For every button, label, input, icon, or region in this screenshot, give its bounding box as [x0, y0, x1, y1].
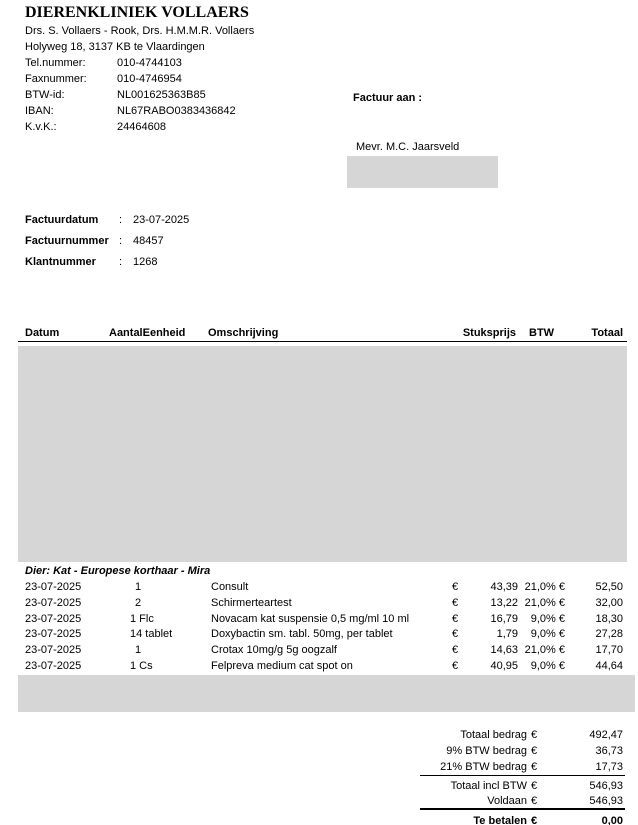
- info-value: 010-4746954: [117, 73, 182, 85]
- invoice-label: Klantnummer: [25, 256, 96, 268]
- row-date: 23-07-2025: [25, 581, 82, 593]
- total-value: 492,47: [589, 729, 623, 741]
- invoice-value: 48457: [133, 235, 164, 247]
- redacted-footer: [18, 675, 635, 712]
- row-currency: €: [452, 644, 459, 657]
- row-price: 1,79: [496, 628, 518, 641]
- row-qty: 14 tablet: [130, 628, 173, 641]
- recipient-heading: Factuur aan :: [353, 92, 423, 104]
- col-btw: BTW: [529, 327, 555, 339]
- total-label: 21% BTW bedrag: [440, 761, 527, 773]
- total-currency: €: [531, 729, 538, 741]
- total-currency: €: [531, 761, 538, 773]
- row-desc: Consult: [211, 581, 249, 593]
- row-date: 23-07-2025: [25, 628, 82, 641]
- total-value: 0,00: [601, 815, 623, 825]
- row-btw: 21,0% €: [524, 644, 565, 657]
- info-label: Faxnummer:: [25, 73, 87, 85]
- total-label: Totaal bedrag: [460, 729, 527, 741]
- info-label: Tel.nummer:: [25, 57, 86, 69]
- col-desc: Omschrijving: [208, 327, 279, 339]
- info-label: K.v.K.:: [25, 121, 57, 133]
- row-total: 44,64: [595, 660, 623, 672]
- total-currency: €: [531, 745, 538, 757]
- row-price: 13,22: [490, 596, 518, 609]
- row-desc: Felpreva medium cat spot on: [211, 660, 353, 672]
- row-total: 52,50: [595, 581, 623, 593]
- redacted-address: [347, 156, 498, 188]
- row-btw: 21,0% €: [524, 581, 565, 593]
- row-date: 23-07-2025: [25, 660, 82, 672]
- total-divider: [420, 808, 625, 810]
- clinic-address: Holyweg 18, 3137 KB te Vlaardingen: [25, 41, 205, 53]
- row-btw: 21,0% €: [524, 596, 565, 609]
- col-date: Datum: [25, 327, 60, 339]
- total-label: 9% BTW bedrag: [446, 745, 527, 757]
- col-price: Stuksprijs: [462, 327, 516, 339]
- row-date: 23-07-2025: [25, 644, 82, 657]
- row-currency: €: [452, 628, 459, 641]
- row-qty: 1: [135, 644, 142, 657]
- row-total: 18,30: [595, 612, 623, 625]
- info-label: IBAN:: [25, 105, 54, 117]
- total-value: 546,93: [589, 795, 623, 807]
- row-currency: €: [452, 612, 459, 625]
- header-divider: [18, 341, 627, 342]
- row-qty: 2: [135, 596, 142, 609]
- row-price: 14,63: [490, 644, 518, 657]
- colon: :: [119, 214, 123, 226]
- col-total: Totaal: [591, 327, 623, 339]
- row-date: 23-07-2025: [25, 612, 82, 625]
- row-desc: Doxybactin sm. tabl. 50mg, per tablet: [211, 628, 393, 641]
- subtotal-divider: [420, 775, 625, 776]
- total-label: Voldaan: [487, 795, 527, 807]
- recipient-name: Mevr. M.C. Jaarsveld: [356, 141, 460, 153]
- col-qty: AantalEenheid: [109, 327, 186, 339]
- total-label: Totaal incl BTW: [450, 780, 527, 792]
- redacted-lines: [18, 346, 627, 562]
- info-label: BTW-id:: [25, 89, 65, 101]
- row-desc: Novacam kat suspensie 0,5 mg/ml 10 ml: [211, 612, 410, 625]
- row-qty: 1: [135, 581, 142, 593]
- total-value: 17,73: [595, 761, 623, 773]
- row-desc: Schirmerteartest: [211, 596, 292, 609]
- info-value: NL001625363B85: [117, 89, 206, 101]
- clinic-name: DIERENKLINIEK VOLLAERS: [25, 4, 249, 21]
- total-currency: €: [531, 815, 538, 825]
- invoice-value: 1268: [133, 256, 158, 268]
- row-currency: €: [452, 596, 459, 609]
- clinic-doctors: Drs. S. Vollaers - Rook, Drs. H.M.M.R. V…: [25, 25, 255, 37]
- row-price: 16,79: [490, 612, 518, 625]
- total-currency: €: [531, 795, 538, 807]
- row-date: 23-07-2025: [25, 596, 82, 609]
- row-desc: Crotax 10mg/g 5g oogzalf: [211, 644, 337, 657]
- total-currency: €: [531, 780, 538, 792]
- row-btw: 9,0% €: [530, 628, 565, 641]
- row-total: 27,28: [595, 628, 623, 641]
- row-btw: 9,0% €: [530, 612, 565, 625]
- total-value: 546,93: [589, 780, 623, 792]
- invoice-value: 23-07-2025: [133, 214, 190, 226]
- row-btw: 9,0% €: [530, 660, 565, 672]
- invoice-label: Factuurdatum: [25, 214, 99, 226]
- row-price: 43,39: [490, 581, 518, 593]
- row-total: 32,00: [595, 596, 623, 609]
- colon: :: [119, 256, 123, 268]
- invoice-label: Factuurnummer: [25, 235, 109, 247]
- total-value: 36,73: [595, 745, 623, 757]
- row-total: 17,70: [595, 644, 623, 657]
- info-value: NL67RABO0383436842: [117, 105, 236, 117]
- row-price: 40,95: [490, 660, 518, 672]
- total-label: Te betalen: [473, 815, 527, 825]
- row-qty: 1 Cs: [130, 660, 153, 672]
- row-qty: 1 Flc: [130, 612, 154, 625]
- row-currency: €: [452, 581, 459, 593]
- animal-label: Dier: Kat - Europese korthaar - Mira: [25, 565, 211, 577]
- info-value: 24464608: [117, 121, 166, 133]
- info-value: 010-4744103: [117, 57, 182, 69]
- colon: :: [119, 235, 123, 247]
- row-currency: €: [452, 660, 459, 672]
